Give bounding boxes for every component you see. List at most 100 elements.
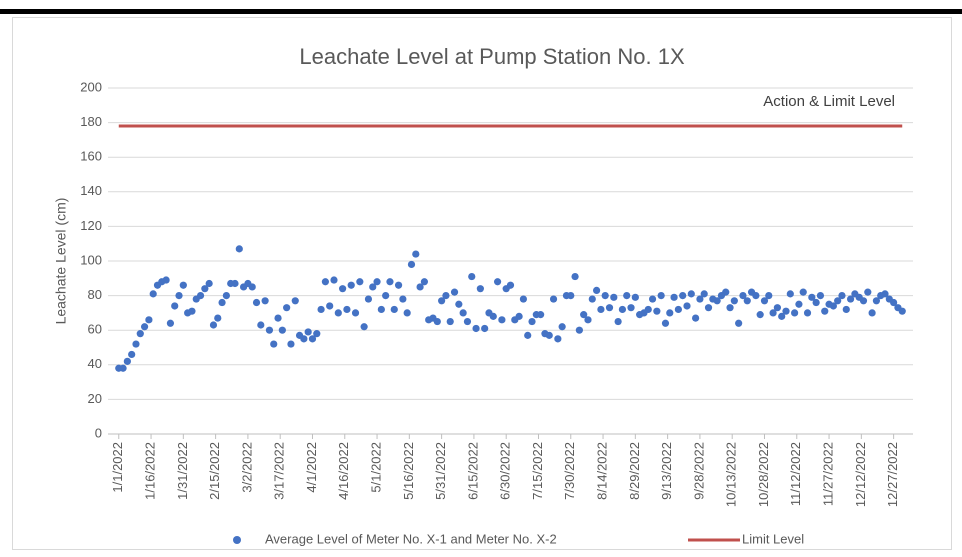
data-point [222, 292, 230, 300]
data-point [257, 321, 265, 329]
x-tick-label: 12/27/2022 [885, 442, 900, 507]
data-point [752, 292, 760, 300]
x-tick-label: 4/1/2022 [304, 442, 319, 493]
data-point [778, 312, 786, 320]
y-tick-label: 20 [88, 391, 102, 406]
data-point [868, 309, 876, 317]
data-point [890, 298, 898, 307]
x-tick-label: 3/2/2022 [239, 442, 254, 493]
data-point [506, 281, 515, 289]
x-tick-label: 5/16/2022 [401, 442, 416, 500]
y-tick-label: 120 [80, 218, 102, 233]
y-tick-label: 140 [80, 183, 102, 198]
x-tick-label: 11/27/2022 [820, 442, 835, 506]
data-point [592, 286, 601, 295]
data-point [846, 295, 855, 303]
x-tick-label: 5/1/2022 [368, 442, 383, 493]
data-point [898, 307, 906, 315]
data-point [571, 272, 579, 281]
data-point [821, 307, 829, 315]
data-point [403, 309, 411, 317]
data-point [618, 305, 627, 314]
data-point [399, 295, 407, 303]
data-point [326, 302, 334, 310]
y-tick-label: 60 [88, 322, 102, 337]
data-point [730, 297, 738, 305]
data-point [644, 305, 652, 314]
data-point [614, 317, 622, 326]
data-point [786, 290, 794, 298]
data-point [416, 283, 424, 291]
data-point [795, 300, 803, 308]
data-point [468, 272, 476, 281]
data-point [558, 323, 566, 331]
data-point [382, 292, 390, 300]
x-tick-label: 5/31/2022 [433, 442, 448, 500]
data-point [386, 278, 394, 286]
data-point [791, 309, 799, 317]
data-point [528, 317, 536, 326]
data-point [283, 304, 291, 312]
data-point [515, 312, 523, 320]
data-point [304, 328, 312, 336]
data-point [489, 312, 497, 320]
x-tick-label: 7/15/2022 [530, 442, 545, 500]
data-point [769, 309, 777, 317]
data-point [679, 292, 687, 300]
data-point [136, 330, 144, 338]
data-point [162, 276, 170, 284]
data-point [321, 278, 329, 286]
data-point [859, 297, 868, 305]
data-point [829, 302, 837, 310]
x-tick-label: 10/28/2022 [756, 442, 771, 507]
x-tick-label: 9/28/2022 [691, 442, 706, 500]
data-point [739, 292, 747, 300]
data-point [476, 285, 484, 293]
data-point [799, 288, 807, 296]
y-tick-label: 160 [80, 149, 102, 164]
data-point [205, 279, 213, 288]
data-point [696, 295, 704, 303]
data-point [140, 323, 149, 331]
data-point [498, 316, 506, 324]
y-tick-label: 200 [80, 79, 102, 94]
data-point [343, 305, 351, 314]
x-tick-label: 8/14/2022 [594, 442, 609, 500]
data-point [773, 304, 781, 312]
data-point [291, 297, 299, 305]
legend-label: Limit Level [742, 531, 804, 546]
data-point [446, 317, 454, 326]
data-point [808, 293, 816, 301]
y-tick-label: 100 [80, 252, 102, 267]
data-point [128, 350, 136, 359]
data-point [816, 292, 825, 300]
data-point [218, 298, 226, 307]
y-tick-label: 40 [88, 356, 102, 371]
x-tick-label: 2/15/2022 [207, 442, 222, 500]
data-point [347, 281, 355, 289]
data-point [123, 357, 131, 365]
data-point [351, 309, 360, 317]
data-point [575, 326, 583, 334]
data-point [420, 278, 429, 286]
data-point [545, 331, 553, 339]
data-point [683, 302, 691, 310]
x-tick-label: 6/30/2022 [498, 442, 513, 500]
x-tick-label: 1/31/2022 [175, 442, 190, 500]
data-point [196, 292, 205, 300]
data-point [838, 292, 846, 300]
top-bar [0, 9, 962, 14]
chart-border [12, 17, 952, 550]
data-point [648, 295, 657, 303]
data-point [493, 278, 502, 286]
data-point [726, 304, 734, 312]
data-point [214, 314, 222, 322]
data-point [601, 292, 609, 300]
data-point [450, 288, 459, 296]
data-point [149, 290, 157, 298]
data-point [270, 340, 278, 348]
data-point [580, 311, 588, 319]
data-point [330, 276, 338, 284]
data-point [834, 297, 842, 305]
